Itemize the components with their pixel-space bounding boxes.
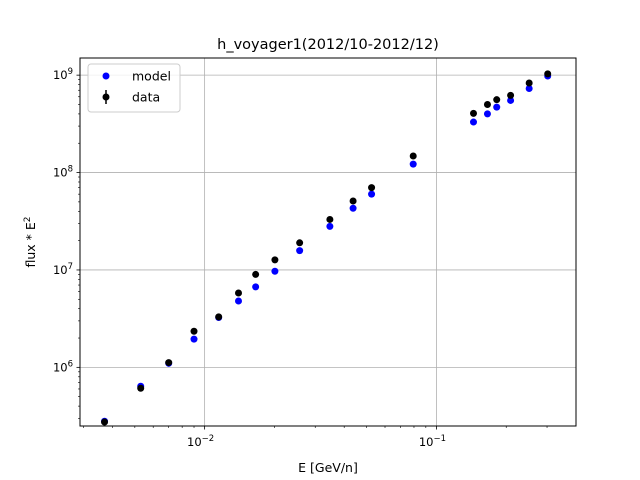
legend-marker-data (102, 93, 110, 101)
axes-frame (79, 57, 577, 427)
data-point (368, 184, 376, 192)
model-point (409, 160, 417, 168)
y-tick-label: 109 (53, 67, 73, 82)
y-tick-label: 107 (53, 262, 73, 277)
model-point (493, 103, 501, 111)
data-point (544, 70, 552, 78)
model-point (368, 190, 376, 198)
data-point (349, 197, 357, 205)
data-point (165, 359, 173, 367)
data-point (190, 327, 198, 335)
x-axis-label: E [GeV/n] (298, 460, 358, 475)
legend: model data (87, 63, 181, 113)
data-points (101, 70, 552, 426)
data-point (271, 256, 279, 264)
model-point (252, 283, 260, 291)
model-point (326, 222, 334, 230)
y-axis-label: flux * E2 (23, 216, 38, 267)
data-point (252, 270, 260, 278)
model-point (349, 204, 357, 212)
data-point (483, 100, 491, 108)
data-point (525, 79, 533, 87)
y-tick-label: 108 (53, 165, 73, 180)
data-point (296, 239, 304, 247)
model-point (271, 267, 279, 275)
model-point (234, 297, 242, 305)
model-point (483, 110, 491, 118)
legend-label-data: data (132, 90, 160, 105)
data-point (493, 96, 501, 104)
x-tick-label: 10−2 (187, 434, 214, 449)
data-point (326, 215, 334, 223)
chart-title: h_voyager1(2012/10-2012/12) (217, 37, 439, 53)
model-point (469, 118, 477, 126)
grid (80, 58, 576, 426)
data-point (137, 384, 145, 392)
data-point (469, 109, 477, 117)
model-point (507, 96, 515, 104)
series-data (101, 70, 552, 426)
data-point (234, 289, 242, 297)
model-point (525, 84, 533, 92)
data-point (101, 418, 109, 426)
legend-marker-model (102, 72, 110, 80)
legend-box (87, 63, 181, 113)
model-point (190, 335, 198, 343)
legend-label-model: model (132, 69, 171, 84)
major-ticks: 10−2 10−1 106 107 108 109 (53, 67, 446, 449)
x-tick-label: 10−1 (419, 434, 446, 449)
data-point (215, 313, 223, 321)
y-tick-label: 106 (53, 359, 73, 374)
data-point (507, 91, 515, 99)
model-point (296, 247, 304, 255)
data-point (409, 152, 417, 160)
